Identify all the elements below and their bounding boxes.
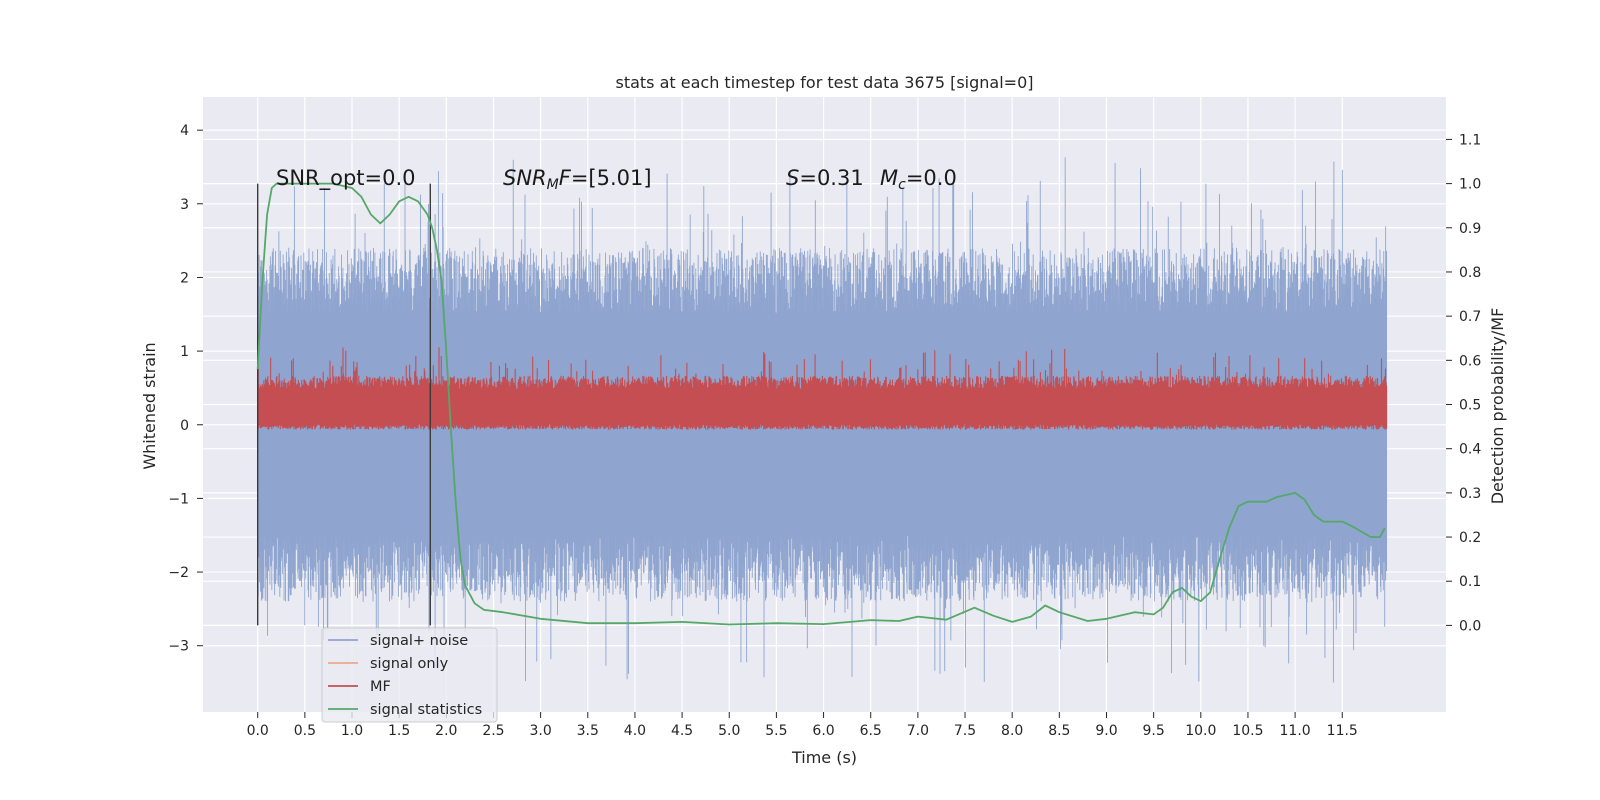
y-tick-label: −3 xyxy=(168,639,189,655)
legend-label-mf: MF xyxy=(370,679,391,695)
x-tick-label: 4.0 xyxy=(624,723,646,739)
series-signal-statistics xyxy=(256,182,1386,626)
x-tick-label: 1.0 xyxy=(341,723,363,739)
y2-tick-label: 0.1 xyxy=(1459,574,1481,590)
annotation-snr-mf-symbol: SNR xyxy=(503,166,547,190)
x-tick-label: 1.5 xyxy=(388,723,410,739)
y-tick-label: 0 xyxy=(180,418,189,434)
x-tick-label: 6.5 xyxy=(860,723,882,739)
annotation-snr-mf-subscript: M xyxy=(547,177,559,193)
annotation-snr-opt: SNR_opt=0.0 xyxy=(276,166,416,191)
annotation-s-value: =0.31 xyxy=(799,166,863,190)
axes: 0.0 0.5 1.0 1.5 2.0 2.5 3.0 3.5 4.0 4.5 5.0 5.5 6.0 6… xyxy=(168,123,1481,739)
legend-label-signal-statistics: signal statistics xyxy=(370,702,482,718)
y-tick-label: 1 xyxy=(180,344,189,360)
annotation-mc-subscript: c xyxy=(898,177,906,193)
annotation-snr-mf-symbol-f: F xyxy=(559,166,572,190)
y-tick-label: −2 xyxy=(168,565,189,581)
y2-tick-label: 0.4 xyxy=(1459,442,1481,458)
y2-tick-label: 0.2 xyxy=(1459,530,1481,546)
x-tick-label: 5.5 xyxy=(765,723,787,739)
annotation-s: S=0.31 xyxy=(786,166,864,190)
plot-content xyxy=(256,157,1388,683)
y-tick-label: 3 xyxy=(180,197,189,213)
annotations: SNR_opt=0.0 SNRMF=[5.01] S=0.31 Mc=0.0 xyxy=(276,166,957,193)
x-tick-label: 6.0 xyxy=(812,723,834,739)
x-tick-label: 10.0 xyxy=(1185,723,1216,739)
legend-box xyxy=(321,627,498,723)
annotation-s-symbol: S xyxy=(786,166,799,190)
y2-tick-label: 0.6 xyxy=(1459,353,1481,369)
x-tick-label: 2.5 xyxy=(482,723,504,739)
y2-tick-label: 0.9 xyxy=(1459,221,1481,237)
x-tick-label: 3.5 xyxy=(577,723,599,739)
y2-tick-label: 1.0 xyxy=(1459,177,1481,193)
y-tick-label: −1 xyxy=(168,491,189,507)
x-tick-label: 10.5 xyxy=(1232,723,1263,739)
x-tick-label: 9.5 xyxy=(1143,723,1165,739)
annotation-mc-value: =0.0 xyxy=(906,166,957,190)
x-tick-label: 0.5 xyxy=(294,723,316,739)
x-tick-label: 0.0 xyxy=(247,723,269,739)
annotation-snr-mf-value: =[5.01] xyxy=(571,166,652,190)
y2-tick-label: 0.0 xyxy=(1459,618,1481,634)
x-tick-label: 8.5 xyxy=(1048,723,1070,739)
x-tick-label: 7.5 xyxy=(954,723,976,739)
y2-axis-label: Detection probability/MF xyxy=(1488,308,1507,505)
legend: signal+ noise signal only MF signal stat… xyxy=(321,627,498,723)
x-tick-label: 8.0 xyxy=(1001,723,1023,739)
annotation-mc-symbol: M xyxy=(880,166,898,190)
y2-tick-label: 0.8 xyxy=(1459,265,1481,281)
y-tick-label: 2 xyxy=(180,270,189,286)
annotation-snr-mf: SNRMF=[5.01] xyxy=(503,166,652,193)
x-tick-label: 2.0 xyxy=(435,723,457,739)
chart-title: stats at each timestep for test data 367… xyxy=(615,73,1033,92)
x-tick-label: 5.0 xyxy=(718,723,740,739)
y-axis-label: Whitened strain xyxy=(140,342,159,469)
x-tick-label: 3.0 xyxy=(529,723,551,739)
x-tick-label: 9.0 xyxy=(1095,723,1117,739)
x-tick-label: 4.5 xyxy=(671,723,693,739)
x-tick-label: 11.0 xyxy=(1280,723,1311,739)
legend-label-signal-noise: signal+ noise xyxy=(370,633,468,649)
legend-label-signal-only: signal only xyxy=(370,656,449,672)
y2-tick-label: 0.5 xyxy=(1459,398,1481,414)
x-tick-label: 11.5 xyxy=(1327,723,1358,739)
y2-tick-label: 0.3 xyxy=(1459,486,1481,502)
x-axis-label: Time (s) xyxy=(791,748,857,767)
annotation-mc: Mc=0.0 xyxy=(880,166,957,193)
y2-tick-label: 1.1 xyxy=(1459,132,1481,148)
x-tick-label: 7.0 xyxy=(907,723,929,739)
y-tick-label: 4 xyxy=(180,123,189,139)
y2-tick-label: 0.7 xyxy=(1459,309,1481,325)
